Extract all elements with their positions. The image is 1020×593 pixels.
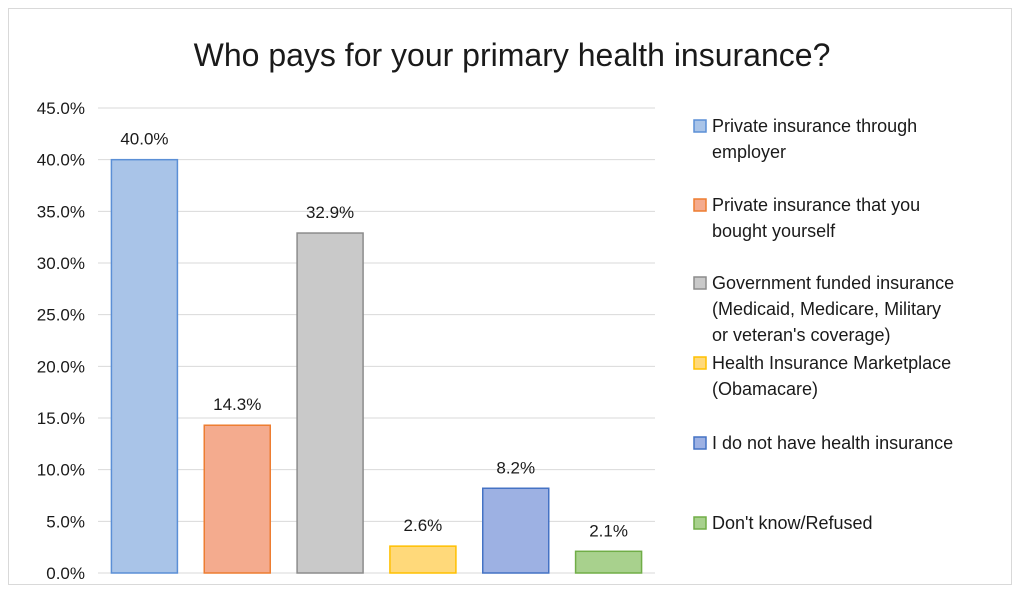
legend-swatch [693,356,707,370]
legend-item: Private insurance that you bought yoursel… [693,195,920,241]
y-tick-label: 35.0% [37,202,85,221]
legend-label: Private insurance that you [712,195,920,215]
bar [482,487,550,574]
legend-label: or veteran's coverage) [712,325,891,345]
y-axis-ticks: 0.0% 5.0% 10.0% 15.0% 20.0% 25.0% 30.0% 35.0% 40… [37,99,85,583]
legend-label: Health Insurance Marketplace [712,353,951,373]
y-tick-label: 0.0% [46,564,85,583]
y-tick-label: 30.0% [37,254,85,273]
bar [389,545,457,574]
legend-swatch [693,436,707,450]
legend-item: Don't know/Refused [693,513,873,533]
legend-label: Government funded insurance [712,273,954,293]
legend-label: Private insurance through [712,116,917,136]
legend-swatch [693,119,707,133]
legend-item: Private insurance through employer [693,116,917,162]
bar [110,158,179,574]
data-label: 14.3% [213,395,261,414]
legend-label: Don't know/Refused [712,513,873,533]
bars [110,158,643,574]
legend-label: I do not have health insurance [712,433,953,453]
y-tick-label: 5.0% [46,512,85,531]
legend-label: (Obamacare) [712,379,818,399]
y-tick-label: 20.0% [37,357,85,376]
data-label: 2.6% [404,516,443,535]
legend-item: I do not have health insurance [693,433,953,453]
data-label: 2.1% [589,521,628,540]
data-label: 32.9% [306,203,354,222]
data-label: 40.0% [120,130,168,149]
bar [574,550,643,574]
bar [203,424,271,574]
legend-label: (Medicaid, Medicare, Military [712,299,941,319]
legend-swatch [693,276,707,290]
legend-item: Health Insurance Marketplace (Obamacare) [693,353,951,399]
legend-label: employer [712,142,786,162]
gridlines [98,107,655,574]
legend-swatch [693,198,707,212]
y-tick-label: 10.0% [37,461,85,480]
data-labels: 40.0% 14.3% 32.9% 2.6% 8.2% 2.1% [120,130,628,541]
legend-label: bought yourself [712,221,836,241]
bar [296,232,364,574]
chart-title: Who pays for your primary health insuran… [194,37,831,73]
legend: Private insurance throughemployerPrivate… [693,116,954,533]
legend-item: Government funded insurance (Medicaid, Me… [693,273,954,345]
y-tick-label: 25.0% [37,306,85,325]
legend-swatch [693,516,707,530]
y-tick-label: 40.0% [37,151,85,170]
y-tick-label: 15.0% [37,409,85,428]
y-tick-label: 45.0% [37,99,85,118]
data-label: 8.2% [496,458,535,477]
